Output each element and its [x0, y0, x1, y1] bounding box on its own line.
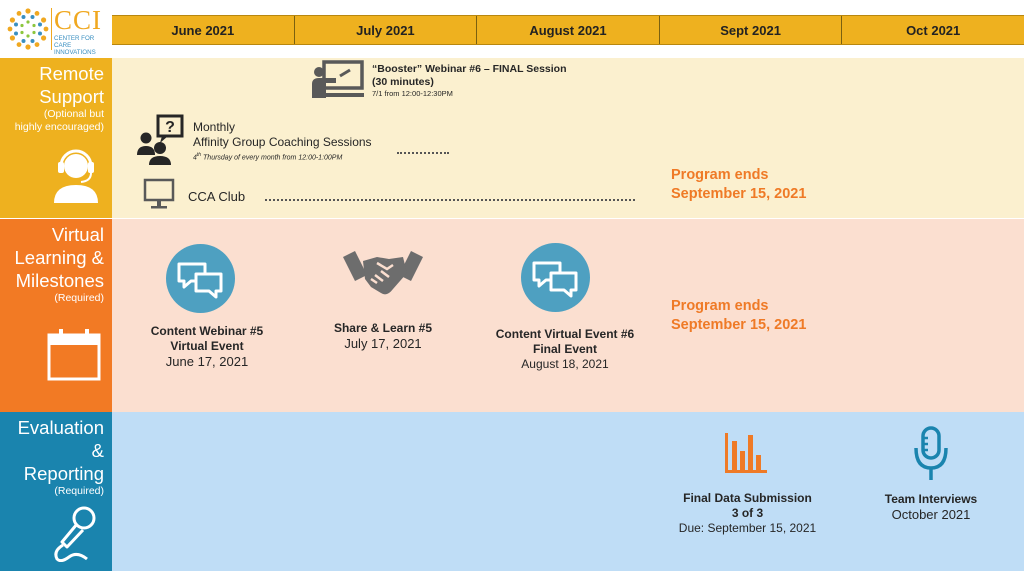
program-ends-remote: Program ends September 15, 2021: [671, 166, 806, 204]
month-oct: Oct 2021: [841, 16, 1024, 44]
remote-subtitle-line1: (Optional but: [43, 108, 104, 120]
team-interviews-line1: Team Interviews: [884, 492, 978, 506]
logo-letters: CCI: [54, 5, 103, 35]
month-july: July 2021: [293, 16, 477, 44]
remote-support-label: Remote Support (Optional but highly enco…: [0, 58, 112, 218]
share5-date: July 17, 2021: [344, 336, 422, 351]
data-submission-item: Final Data Submission 3 of 3 Due: Septem…: [660, 491, 835, 536]
webinar5-item: Content Webinar #5 Virtual Event June 17…: [132, 324, 282, 369]
cci-logo: CCI CENTER FOR CARE INNOVATIONS: [0, 0, 112, 58]
presentation-board-icon: [312, 60, 364, 98]
virtual-title-line2: Learning &: [14, 247, 104, 268]
coaching-line2: Affinity Group Coaching Sessions: [193, 135, 372, 149]
webinar5-line1: Content Webinar #5: [150, 324, 264, 338]
sunburst-logo-icon: [7, 8, 49, 50]
coaching-note-sup: th: [196, 152, 202, 158]
booster-line3: 7/1 from 12:00-12:30PM: [372, 89, 453, 98]
cca-club-dotted-line: [265, 199, 635, 201]
webinar5-date: June 17, 2021: [165, 354, 249, 369]
microphone-icon: [54, 506, 96, 562]
remote-support-row: [112, 58, 1024, 218]
program-ends-remote-line2: September 15, 2021: [671, 186, 807, 202]
eval-subtitle: (Required): [54, 485, 104, 497]
virtual-title-line3: Milestones: [15, 270, 104, 291]
handshake-icon: [343, 251, 423, 295]
month-june: June 2021: [171, 22, 235, 38]
event6-line1: Content Virtual Event #6: [495, 327, 635, 341]
coaching-note: 4th Thursday of every month from 12:00-1…: [193, 150, 372, 163]
remote-title-line2: Support: [39, 86, 104, 107]
program-ends-remote-line1: Program ends: [671, 167, 769, 183]
event6-item: Content Virtual Event #6 Final Event Aug…: [480, 327, 650, 372]
svg-text:?: ?: [165, 119, 175, 136]
question-group-icon: ?: [137, 114, 184, 165]
eval-title-line1: Evaluation: [17, 417, 104, 438]
month-august: August 2021: [476, 16, 659, 44]
chat-bubbles-icon-2: [521, 243, 590, 312]
podcast-microphone-icon: [914, 426, 948, 480]
virtual-title-line1: Virtual: [51, 224, 104, 245]
share5-item: Share & Learn #5 July 17, 2021: [310, 320, 456, 352]
program-ends-virtual-line1: Program ends: [671, 298, 769, 314]
booster-line2: (30 minutes): [372, 75, 434, 88]
coaching-sessions: Monthly Affinity Group Coaching Sessions…: [193, 120, 372, 163]
event6-line2: Final Event: [532, 342, 597, 356]
month-sept: Sept 2021: [658, 16, 842, 44]
booster-line1: “Booster” Webinar #6 – FINAL Session: [372, 63, 567, 75]
data-submission-line2: 3 of 3: [731, 506, 764, 520]
team-interviews-date: October 2021: [891, 507, 971, 522]
calendar-icon: [47, 329, 101, 381]
eval-title-line3: Reporting: [23, 463, 104, 484]
data-submission-due: Due: September 15, 2021: [678, 521, 817, 535]
cca-club: CCA Club: [188, 189, 246, 204]
team-interviews-item: Team Interviews October 2021: [860, 491, 1002, 523]
eval-title-line2: &: [91, 440, 104, 461]
headset-user-icon: [54, 149, 98, 203]
program-ends-virtual-line2: September 15, 2021: [671, 317, 807, 333]
bar-chart-icon: [725, 433, 767, 473]
webinar5-line2: Virtual Event: [170, 339, 244, 353]
coaching-note-text: Thursday of every month from 12:00-1:00P…: [201, 154, 343, 162]
evaluation-label: Evaluation & Reporting (Required): [0, 412, 112, 571]
remote-subtitle-line2: highly encouraged): [14, 121, 104, 133]
virtual-subtitle: (Required): [54, 292, 104, 304]
month-header: June 2021 July 2021 August 2021 Sept 202…: [112, 15, 1024, 45]
coaching-dotted-line: [397, 152, 449, 154]
logo-subtitle: CENTER FOR CARE INNOVATIONS: [54, 35, 112, 56]
event6-date: August 18, 2021: [521, 357, 609, 371]
coaching-note-number: 4: [193, 154, 197, 162]
monitor-icon: [143, 178, 175, 209]
virtual-learning-label: Virtual Learning & Milestones (Required): [0, 219, 112, 412]
data-submission-line1: Final Data Submission: [683, 491, 812, 505]
remote-title-line1: Remote: [39, 63, 104, 84]
booster-webinar: “Booster” Webinar #6 – FINAL Session (30…: [372, 63, 567, 99]
evaluation-row: [112, 412, 1024, 571]
coaching-line1: Monthly: [193, 120, 236, 134]
program-ends-virtual: Program ends September 15, 2021: [671, 297, 806, 335]
logo-subtitle-line1: CENTER FOR CARE: [54, 35, 95, 49]
share5-line1: Share & Learn #5: [333, 321, 433, 335]
logo-subtitle-line2: INNOVATIONS: [54, 49, 96, 56]
chat-bubbles-icon: [166, 244, 235, 313]
